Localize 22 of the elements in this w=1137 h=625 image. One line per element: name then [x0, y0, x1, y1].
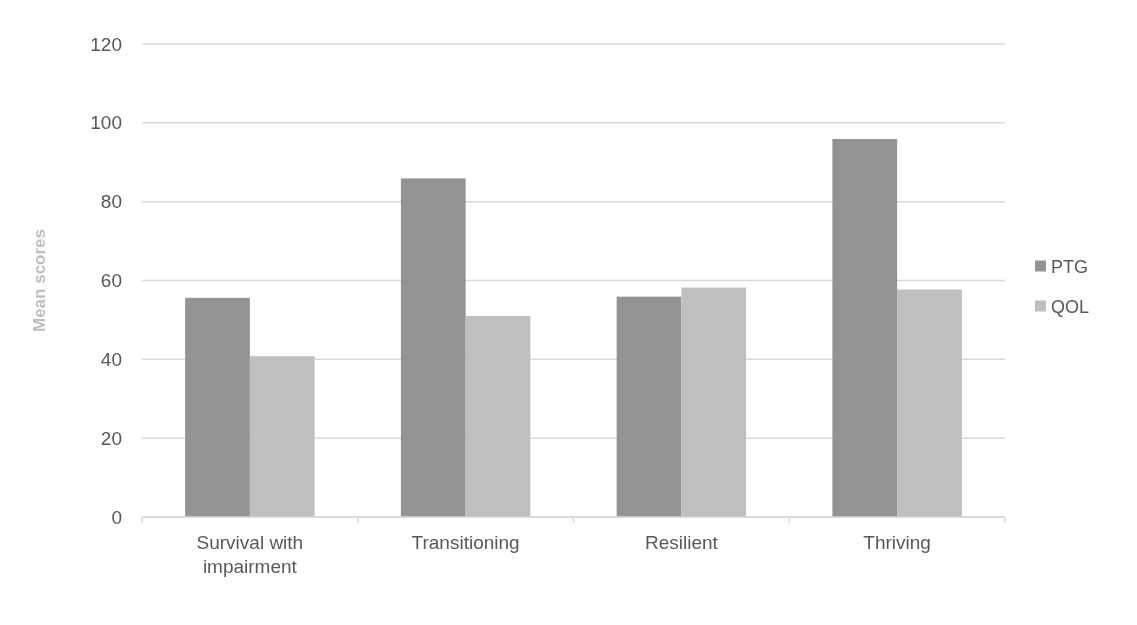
y-tick-label: 120 — [90, 33, 122, 55]
y-tick-label: 60 — [100, 270, 122, 292]
y-tick-label: 20 — [100, 427, 122, 449]
bar — [249, 356, 315, 517]
bar — [681, 287, 747, 517]
y-tick-label: 80 — [100, 191, 122, 213]
y-tick-label: 0 — [111, 506, 122, 528]
bar — [897, 289, 962, 517]
legend-label: PTG — [1051, 256, 1089, 277]
bar — [832, 138, 898, 517]
x-tick-label: Survival with impairment — [196, 532, 304, 577]
y-axis-title: Mean scores — [30, 229, 49, 332]
y-tick-label: 100 — [90, 112, 122, 134]
x-tick-label: Thriving — [863, 532, 931, 553]
x-tick-label: Resilient — [644, 532, 719, 553]
bar — [400, 178, 466, 517]
legend-label: QOL — [1051, 296, 1090, 317]
bar — [616, 296, 682, 517]
bar — [185, 297, 250, 517]
y-tick-label: 40 — [100, 348, 122, 370]
bar — [465, 315, 531, 517]
x-tick-label: Transitioning — [411, 532, 520, 553]
